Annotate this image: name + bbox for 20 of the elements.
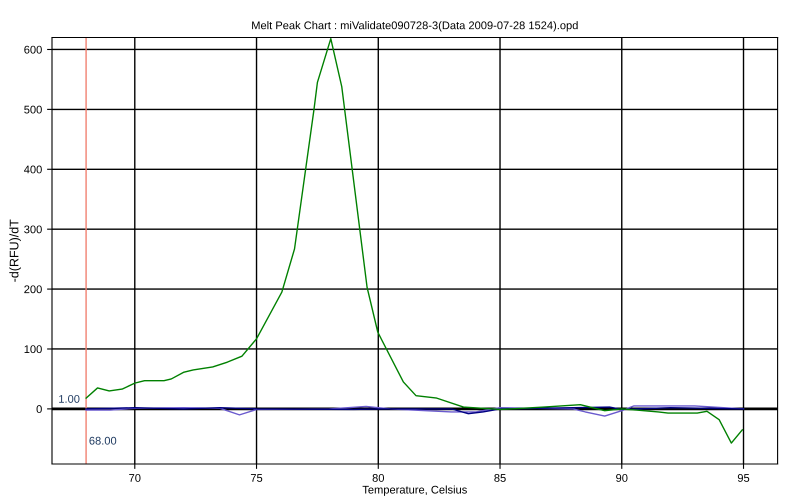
line-series [85,406,744,414]
chart-title: Melt Peak Chart : miValidate090728-3(Data 2009-07-28 1524).opd [252,21,578,32]
x-tick-label: 80 [372,474,384,482]
y-tick-label: 0 [36,405,42,414]
y-tick-label: 100 [24,345,42,354]
ref-line-label: 68.00 [89,436,116,445]
y-axis-title: -d(RFU)/dT [9,219,21,282]
y-tick-label: 600 [24,46,42,54]
x-tick-label: 90 [616,474,628,482]
y-tick-label: 300 [24,225,42,234]
x-axis-title: Temperature, Celsius [362,485,467,496]
x-tick-label: 95 [738,474,750,482]
x-tick-label: 75 [250,474,262,482]
y-tick-label: 500 [24,106,42,114]
y-tick-label: 200 [24,285,42,294]
annotation: 1.00 [59,394,80,403]
line-series [85,38,743,444]
x-tick-label: 85 [494,474,506,482]
x-tick-label: 70 [129,474,141,482]
y-tick-label: 400 [24,166,42,174]
